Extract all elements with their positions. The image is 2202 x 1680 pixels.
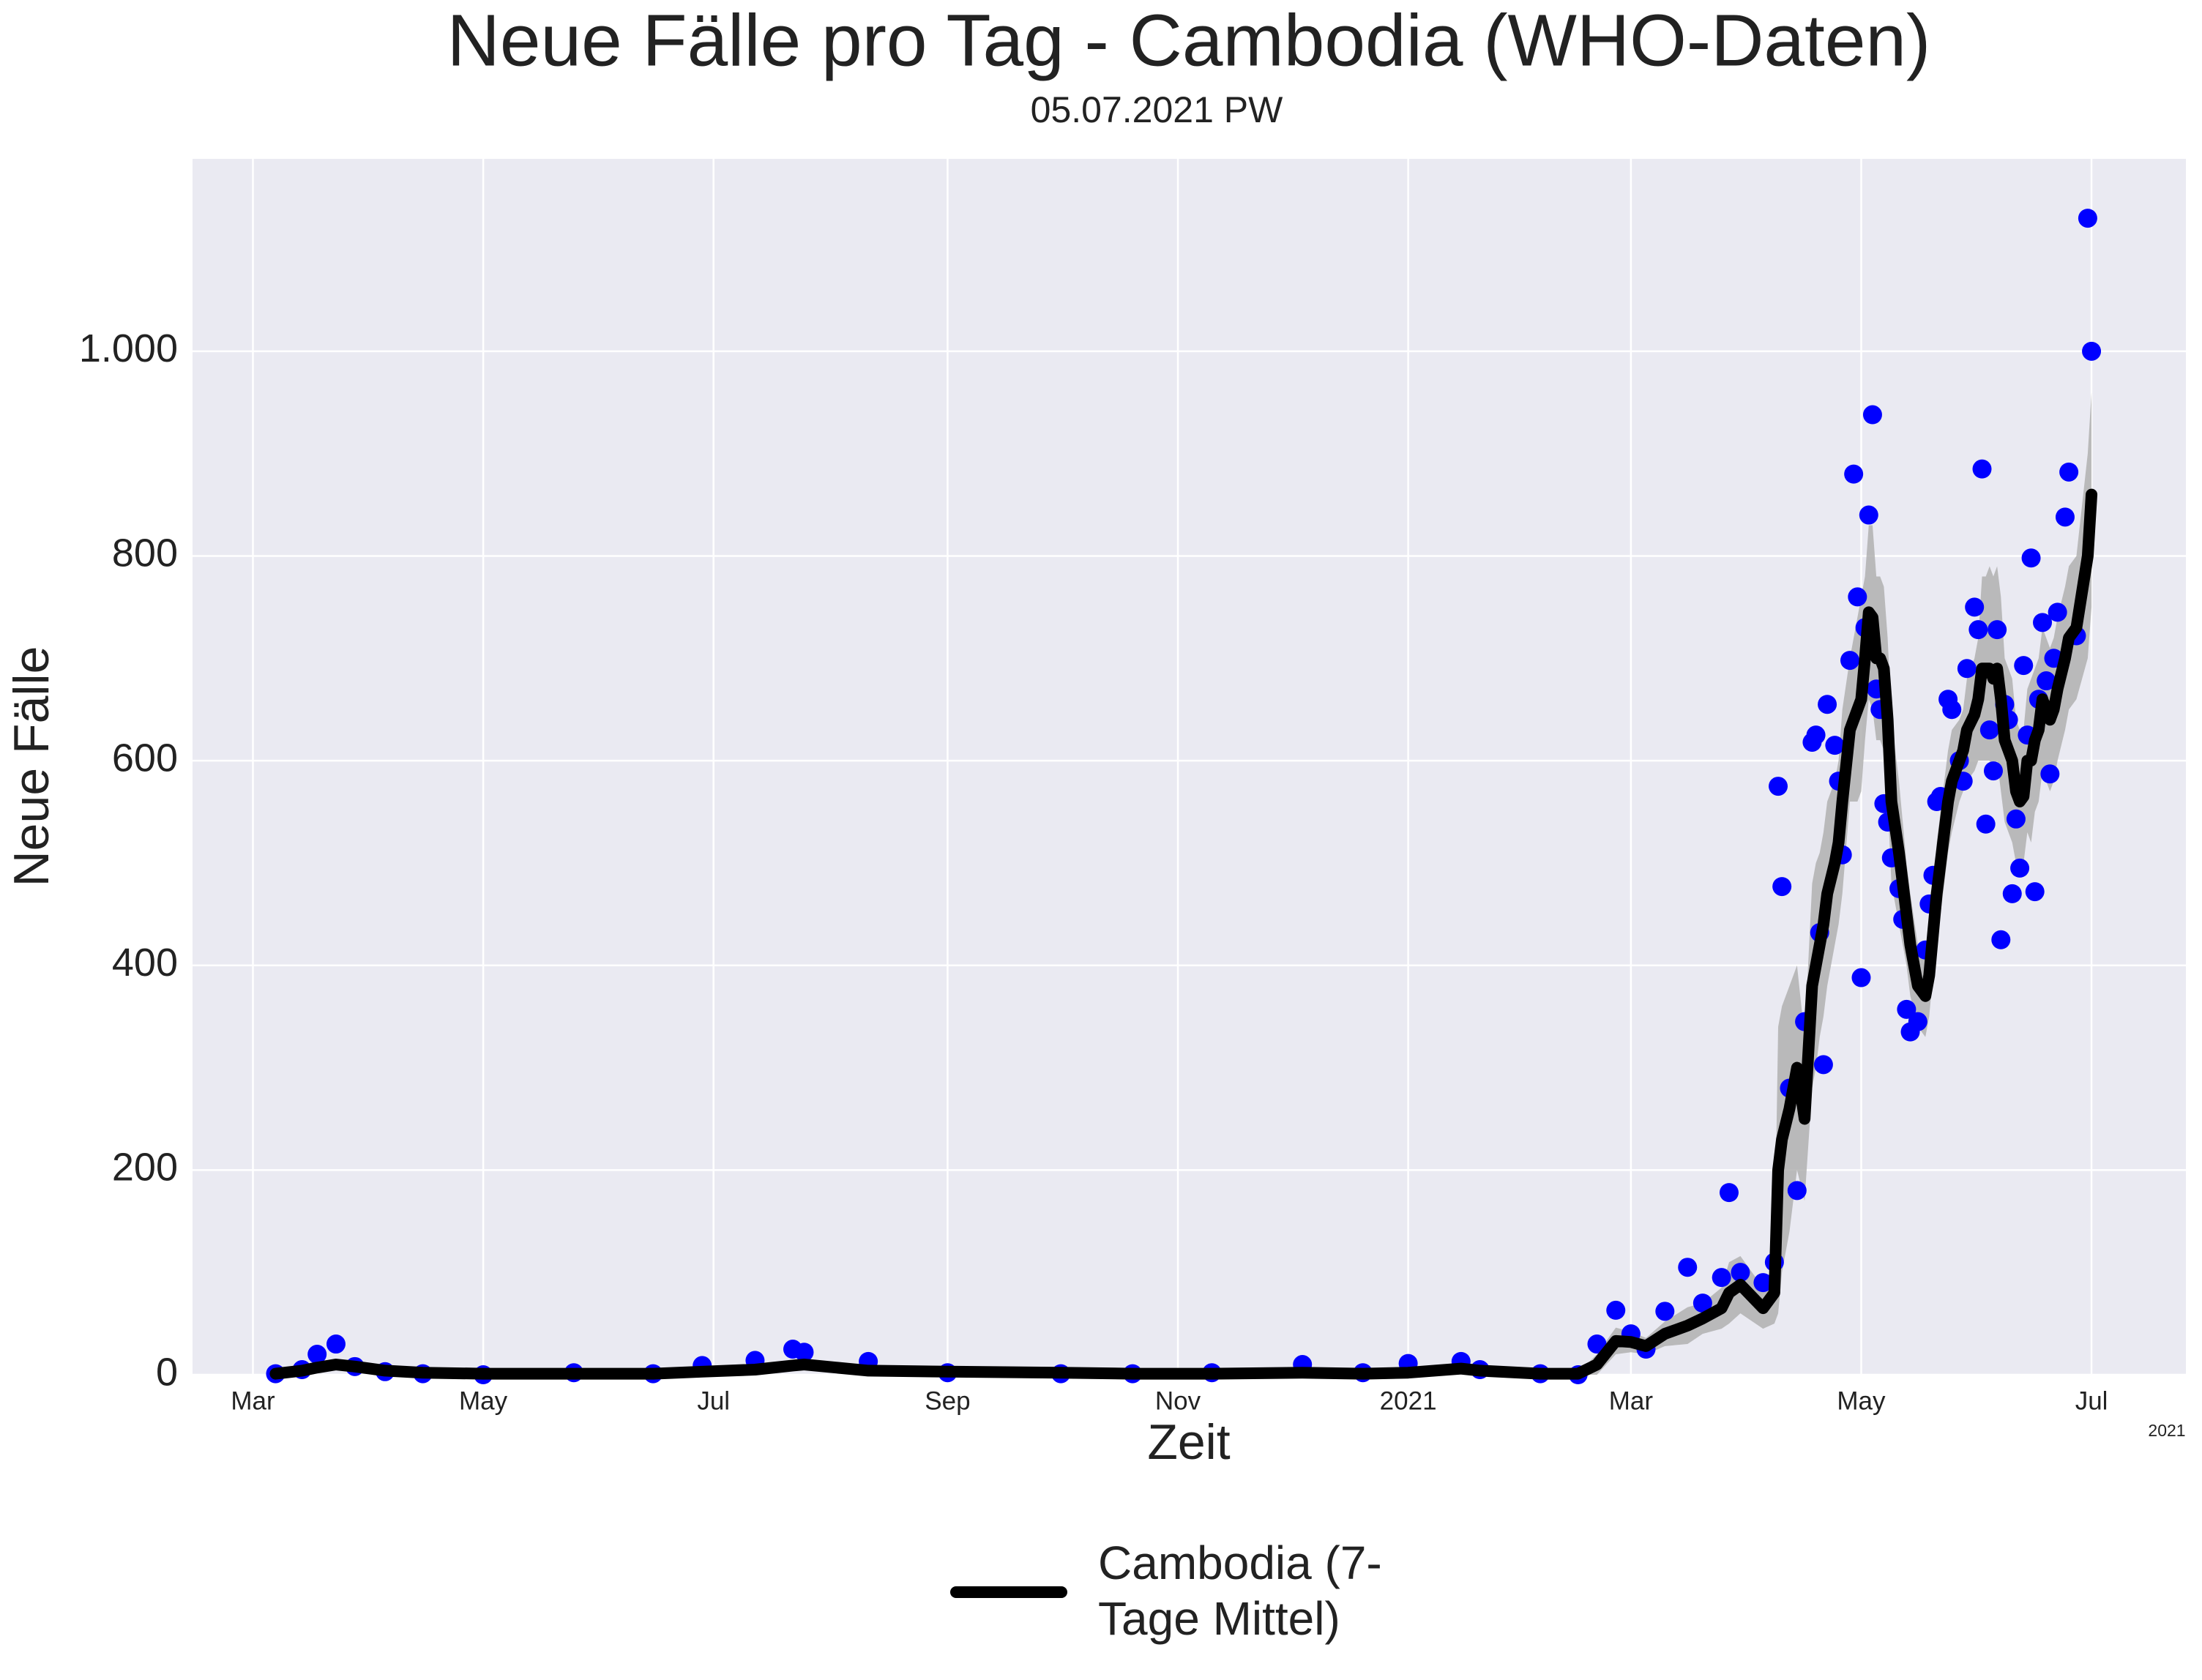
- data-point: [1840, 651, 1860, 671]
- x-tick-label: Jul: [697, 1386, 730, 1415]
- x-tick-label: Nov: [1155, 1386, 1201, 1415]
- x-tick-label: Mar: [1609, 1386, 1654, 1415]
- y-tick-label: 800: [112, 531, 178, 575]
- data-point: [1787, 1181, 1807, 1201]
- data-point: [2037, 671, 2056, 691]
- data-point: [1957, 659, 1977, 679]
- chart-subtitle: 05.07.2021 PW: [1031, 89, 1283, 130]
- y-tick-label: 600: [112, 736, 178, 780]
- data-point: [2010, 858, 2030, 878]
- data-point: [307, 1345, 327, 1364]
- y-tick-label: 400: [112, 941, 178, 985]
- data-point: [1976, 814, 1996, 834]
- data-point: [1806, 725, 1826, 745]
- data-point: [1772, 877, 1792, 897]
- data-point: [1655, 1302, 1675, 1321]
- data-point: [1769, 777, 1788, 796]
- data-point: [1862, 405, 1882, 425]
- x-offset-label: 2021: [2148, 1421, 2185, 1440]
- data-point: [1965, 597, 1985, 617]
- data-point: [1844, 464, 1864, 484]
- labels: 0 200 400 600 800 1.000 Mar May Jul Sep Nov 2021 Mar…: [79, 326, 2108, 1415]
- data-point: [794, 1343, 814, 1362]
- data-point: [2025, 882, 2045, 902]
- chart-title: Neue Fälle pro Tag - Cambodia (WHO-Daten…: [447, 0, 1931, 81]
- legend-label: Cambodia (7-Tage Mittel): [1098, 1537, 1382, 1645]
- data-point: [1719, 1183, 1739, 1203]
- data-point: [1991, 930, 2011, 949]
- data-point: [2021, 548, 2041, 568]
- data-point: [1942, 700, 1962, 720]
- data-point: [1813, 1055, 1833, 1075]
- y-tick-label: 200: [112, 1146, 178, 1190]
- data-point: [1859, 505, 1878, 525]
- data-point: [2048, 602, 2067, 622]
- x-tick-label: May: [459, 1386, 508, 1415]
- data-point: [1587, 1334, 1607, 1354]
- data-point: [1825, 736, 1845, 755]
- data-point: [2006, 809, 2026, 829]
- x-axis-label: Zeit: [1147, 1414, 1230, 1470]
- data-point: [1692, 1293, 1712, 1313]
- data-point: [1753, 1273, 1773, 1293]
- marks: [266, 209, 2102, 1384]
- x-tick-label: May: [1837, 1386, 1886, 1415]
- data-point: [2082, 341, 2102, 361]
- data-point: [2059, 462, 2079, 482]
- grid: [193, 159, 2186, 1376]
- data-point: [1851, 968, 1871, 988]
- data-point: [2002, 884, 2022, 903]
- data-point: [1712, 1268, 1731, 1288]
- data-point: [1818, 695, 1837, 714]
- data-point: [1848, 587, 1867, 607]
- data-point: [1908, 1012, 1927, 1031]
- y-axis-label: Neue Fälle: [4, 646, 59, 887]
- data-point: [1988, 620, 2007, 640]
- data-point: [1731, 1263, 1750, 1283]
- data-point: [326, 1334, 346, 1354]
- data-point: [2055, 507, 2075, 527]
- data-point: [2014, 656, 2034, 676]
- x-tick-label: Sep: [925, 1386, 970, 1415]
- data-point: [1897, 999, 1917, 1019]
- data-point: [1606, 1300, 1626, 1320]
- x-tick-label: Mar: [231, 1386, 275, 1415]
- y-tick-label: 0: [156, 1350, 178, 1394]
- data-point: [1979, 720, 1999, 740]
- data-point: [2078, 209, 2097, 228]
- data-point: [1968, 620, 1988, 640]
- data-point: [1983, 761, 2003, 781]
- data-point: [2040, 764, 2060, 784]
- x-tick-label: 2021: [1380, 1386, 1437, 1415]
- series-line: [269, 488, 2098, 1380]
- y-tick-label: 1.000: [79, 326, 178, 370]
- x-tick-label: Jul: [2075, 1386, 2108, 1415]
- data-point: [1678, 1258, 1698, 1277]
- data-point: [2033, 613, 2053, 632]
- data-point: [1972, 459, 1992, 479]
